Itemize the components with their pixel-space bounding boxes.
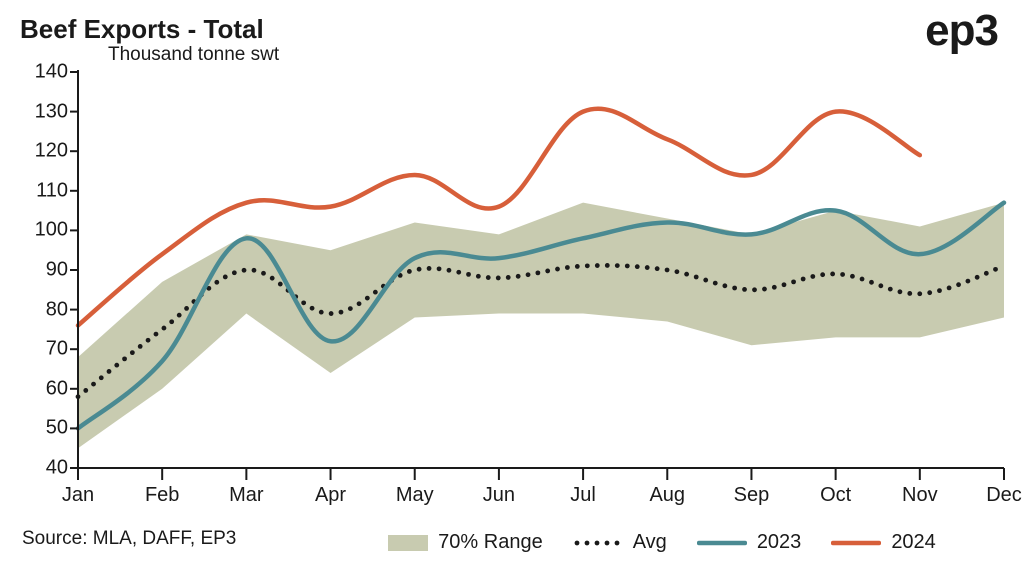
x-tick-label: Aug [649, 484, 685, 507]
y-tick-label: 120 [8, 140, 68, 163]
x-tick-label: Jul [570, 484, 596, 507]
x-tick-label: Jan [62, 484, 94, 507]
legend-label: Avg [633, 531, 667, 554]
y-tick-label: 80 [8, 298, 68, 321]
y-tick-label: 70 [8, 338, 68, 361]
x-tick-label: Nov [902, 484, 938, 507]
x-tick-label: Apr [315, 484, 346, 507]
legend-item-2023: 2023 [697, 531, 802, 554]
x-tick-label: May [396, 484, 434, 507]
x-tick-label: Feb [145, 484, 179, 507]
x-tick-label: Oct [820, 484, 851, 507]
y-tick-label: 50 [8, 417, 68, 440]
legend-label: 70% Range [438, 531, 543, 554]
x-tick-label: Mar [229, 484, 263, 507]
legend-item-Avg: Avg [573, 531, 667, 554]
legend: 70% Range Avg 2023 2024 [0, 531, 1024, 554]
legend-label: 2024 [891, 531, 936, 554]
legend-item-range: 70% Range [388, 531, 543, 554]
y-tick-label: 110 [8, 179, 68, 202]
y-tick-label: 100 [8, 219, 68, 242]
y-tick-label: 130 [8, 100, 68, 123]
x-tick-label: Sep [734, 484, 770, 507]
y-tick-label: 90 [8, 259, 68, 282]
x-tick-label: Dec [986, 484, 1022, 507]
legend-label: 2023 [757, 531, 802, 554]
y-tick-label: 40 [8, 457, 68, 480]
legend-item-2024: 2024 [831, 531, 936, 554]
chart-svg [0, 0, 1024, 568]
range-band [78, 203, 1004, 449]
y-tick-label: 60 [8, 377, 68, 400]
y-tick-label: 140 [8, 61, 68, 84]
x-tick-label: Jun [483, 484, 515, 507]
chart-container [0, 0, 1024, 568]
